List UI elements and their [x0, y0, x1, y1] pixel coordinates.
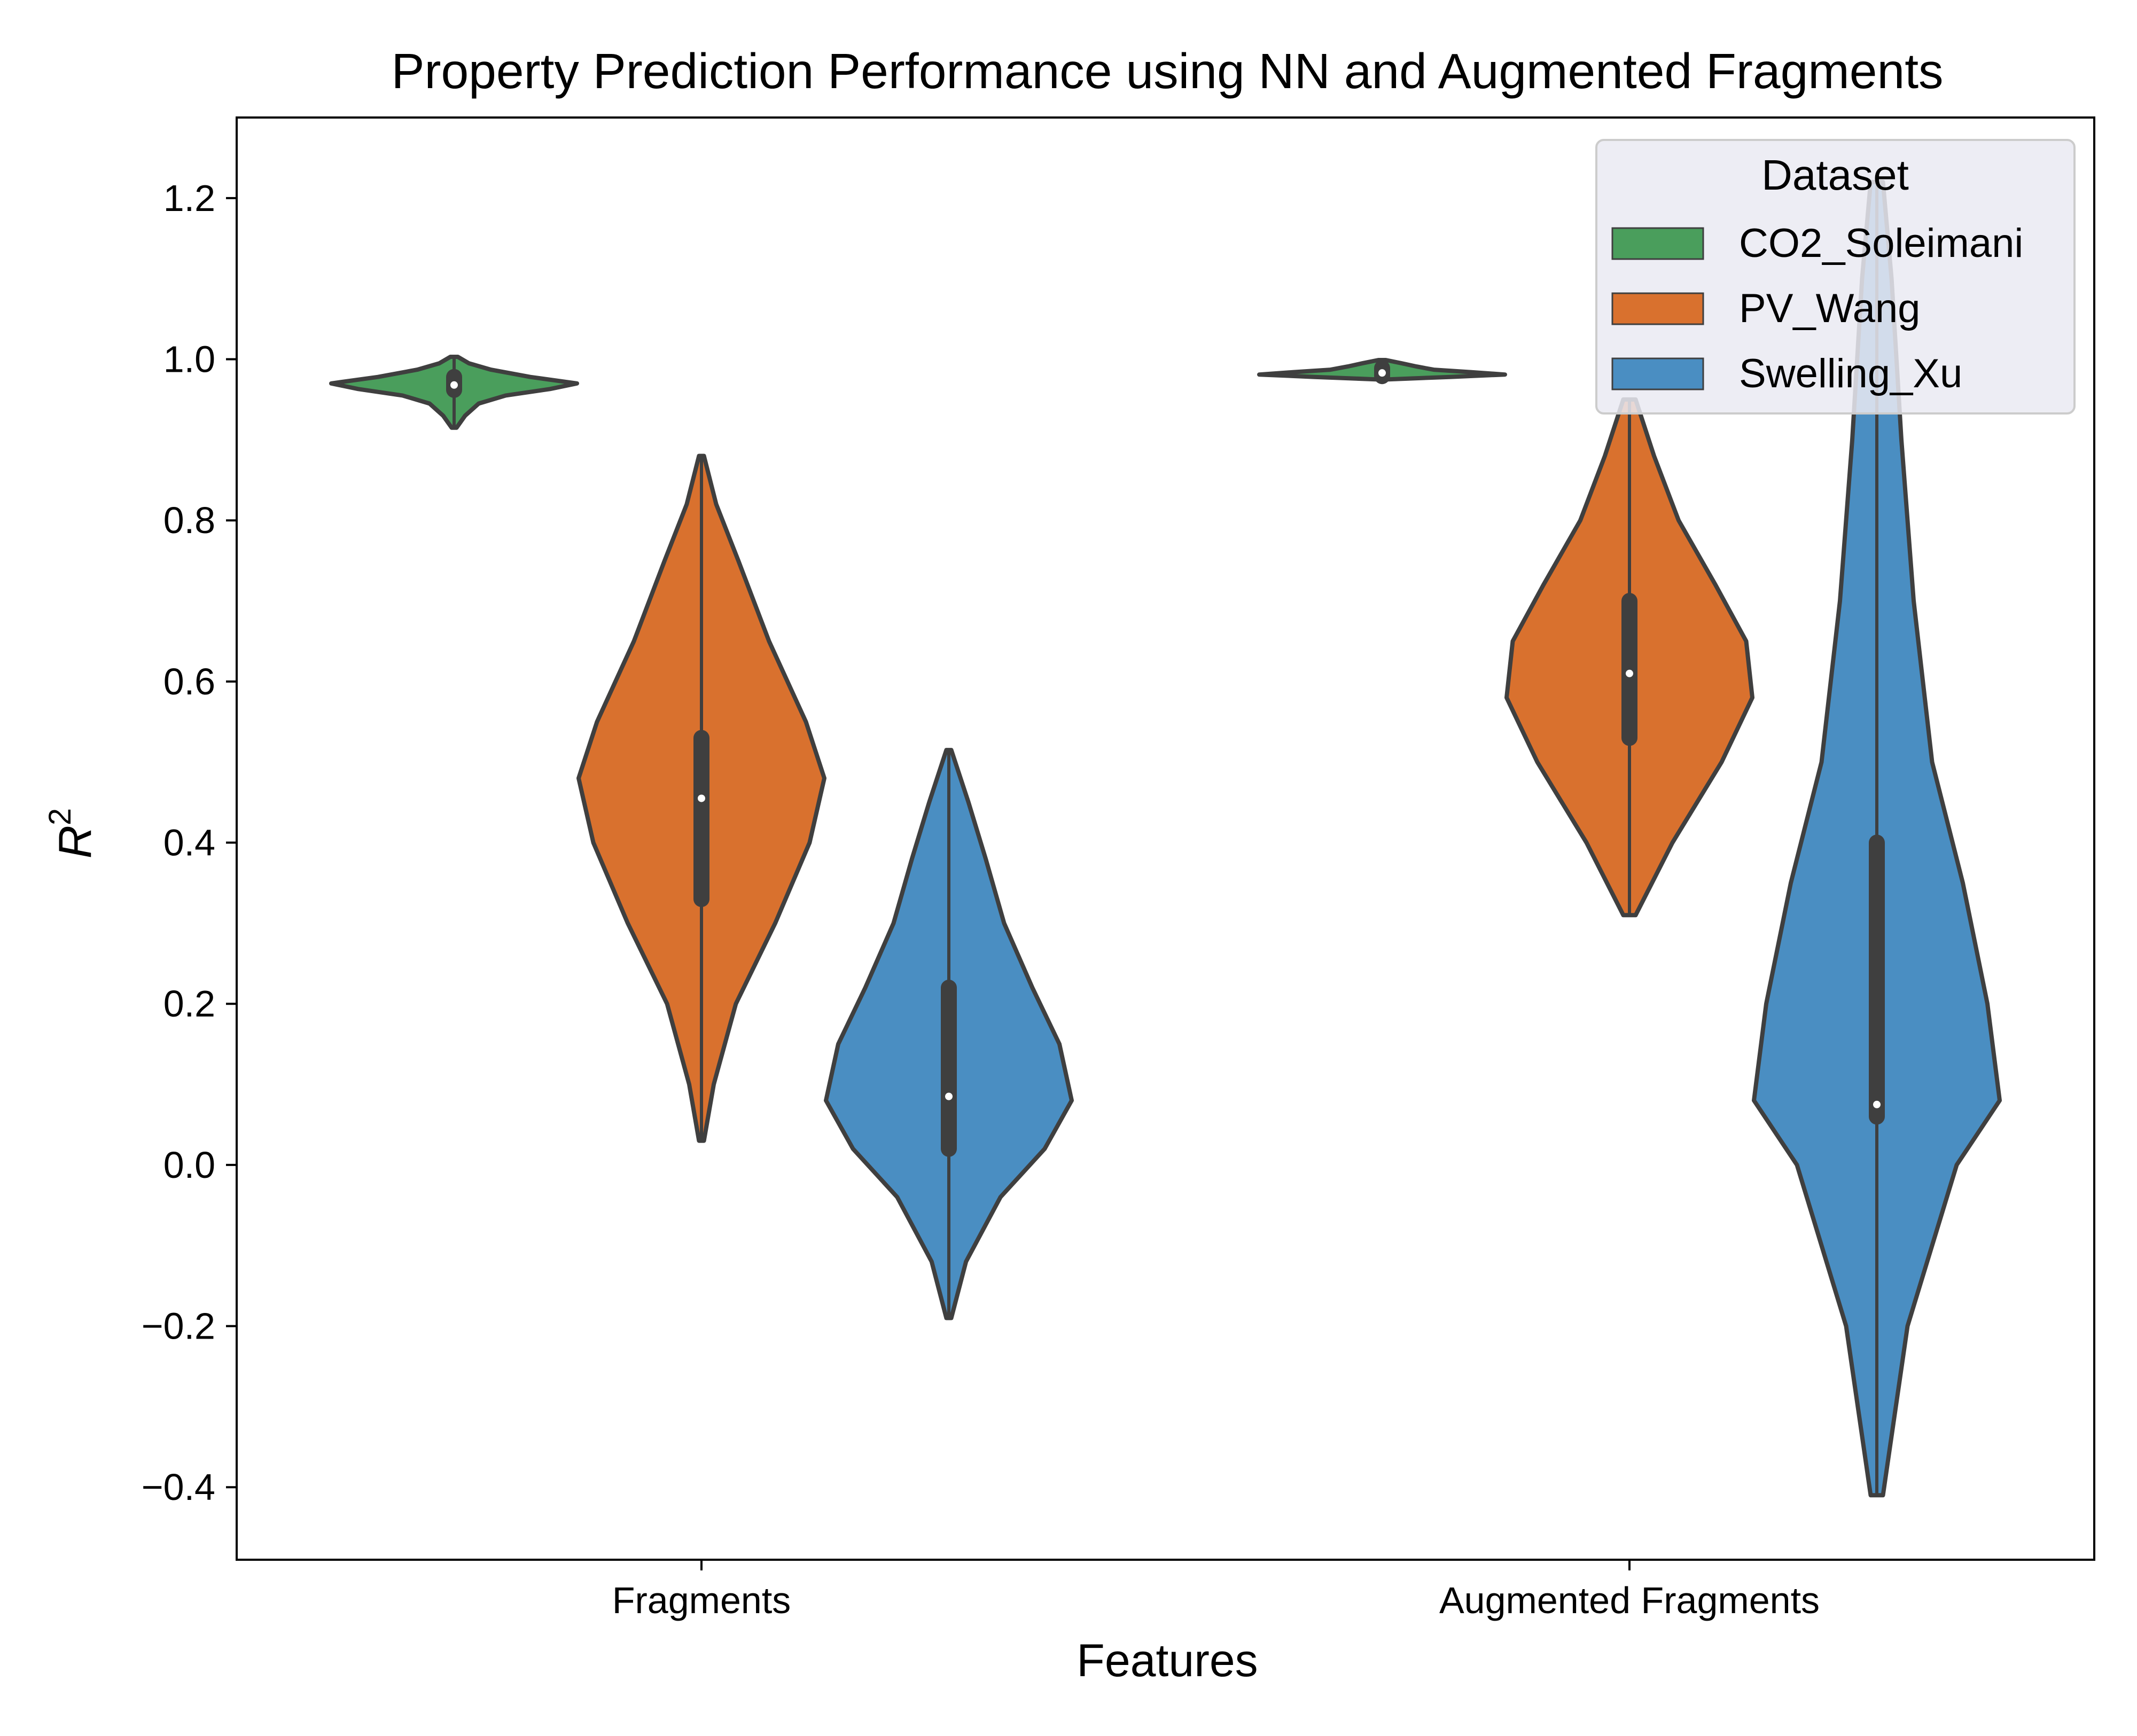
legend-label: CO2_Soleimani [1739, 221, 2023, 266]
legend-swatch [1611, 292, 1704, 325]
violin-median-dot [1378, 369, 1386, 377]
plot-frame [236, 116, 2095, 1561]
legend: Dataset CO2_Soleimani PV_Wang Swelling_Xu [1595, 139, 2076, 415]
x-tick-label: Augmented Fragments [1439, 1579, 1820, 1621]
legend-swatch [1611, 227, 1704, 260]
x-axis: Fragments Augmented Fragments [612, 1560, 1820, 1621]
y-tick-label: 1.0 [163, 339, 215, 380]
violin-median-dot [1626, 669, 1633, 677]
y-axis-label: R2 [43, 808, 101, 858]
violins-layer [329, 179, 2002, 1498]
legend-title: Dataset [1761, 151, 1909, 199]
legend-box [1595, 139, 2076, 415]
violin-median-dot [450, 381, 458, 389]
y-tick-label: 0.4 [163, 822, 215, 864]
y-tick-label: 0.2 [163, 983, 215, 1025]
y-axis: −0.4 −0.2 0.0 0.2 0.4 0.6 0.8 1.0 1.2 [142, 177, 237, 1508]
x-tick-label: Fragments [612, 1579, 791, 1621]
violin-median-dot [698, 794, 705, 802]
violin-median-dot [945, 1092, 953, 1100]
chart-title: Property Prediction Performance using NN… [391, 43, 1943, 99]
violin-median-dot [1873, 1100, 1881, 1108]
y-tick-label: 0.0 [163, 1144, 215, 1186]
legend-label: Swelling_Xu [1739, 351, 1962, 396]
x-axis-label: Features [1077, 1635, 1258, 1686]
y-tick-label: −0.4 [142, 1466, 215, 1508]
y-axis-label-text: R [50, 825, 101, 858]
y-tick-label: 0.6 [163, 661, 215, 702]
legend-label: PV_Wang [1739, 286, 1920, 331]
y-tick-label: −0.2 [142, 1305, 215, 1347]
y-tick-label: 1.2 [163, 177, 215, 219]
y-tick-label: 0.8 [163, 499, 215, 541]
legend-swatch [1611, 357, 1704, 390]
svg-text:R2: R2 [43, 808, 101, 858]
y-axis-label-superscript: 2 [43, 808, 77, 825]
